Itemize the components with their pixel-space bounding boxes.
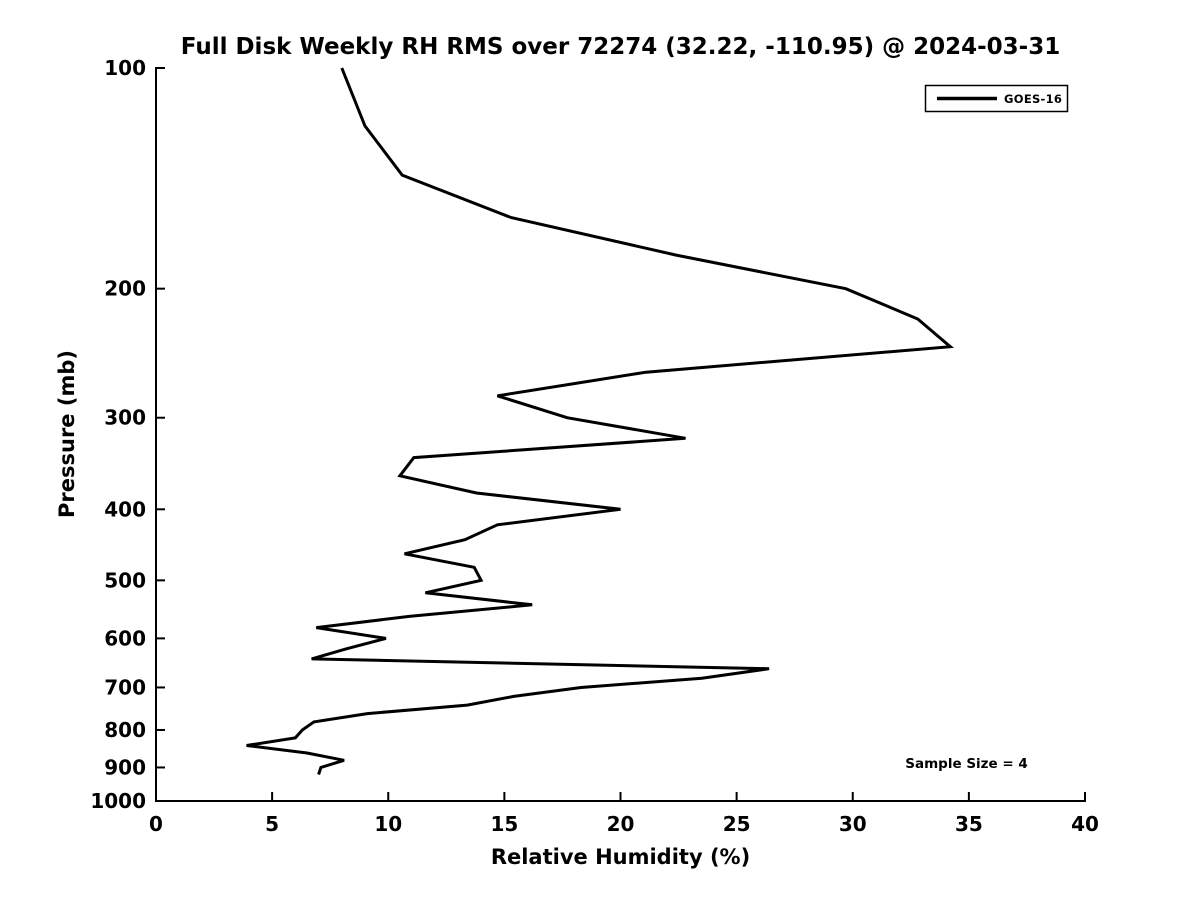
y-tick-label: 600: [104, 626, 146, 650]
chart-title: Full Disk Weekly RH RMS over 72274 (32.2…: [181, 34, 1060, 60]
y-tick-label: 200: [104, 277, 146, 301]
legend-label: GOES-16: [1004, 92, 1062, 106]
series-line-goes-16: [246, 67, 955, 775]
y-tick-label: 100: [104, 56, 146, 80]
x-tick-label: 20: [607, 812, 635, 836]
x-tick-label: 10: [374, 812, 402, 836]
y-tick-label: 800: [104, 718, 146, 742]
x-tick-label: 35: [955, 812, 983, 836]
y-tick-label: 300: [104, 406, 146, 430]
x-tick-label: 25: [723, 812, 751, 836]
x-axis-title: Relative Humidity (%): [491, 845, 750, 869]
sample-size-annotation: Sample Size = 4: [905, 756, 1028, 772]
y-tick-label: 1000: [90, 789, 146, 813]
y-tick-label: 500: [104, 568, 146, 592]
x-tick-label: 40: [1071, 812, 1099, 836]
y-tick-label: 400: [104, 497, 146, 521]
x-tick-label: 30: [839, 812, 867, 836]
x-tick-label: 5: [265, 812, 279, 836]
y-tick-label: 700: [104, 675, 146, 699]
y-axis-title: Pressure (mb): [55, 350, 79, 518]
x-tick-label: 15: [490, 812, 518, 836]
x-tick-label: 0: [149, 812, 163, 836]
y-tick-label: 900: [104, 755, 146, 779]
